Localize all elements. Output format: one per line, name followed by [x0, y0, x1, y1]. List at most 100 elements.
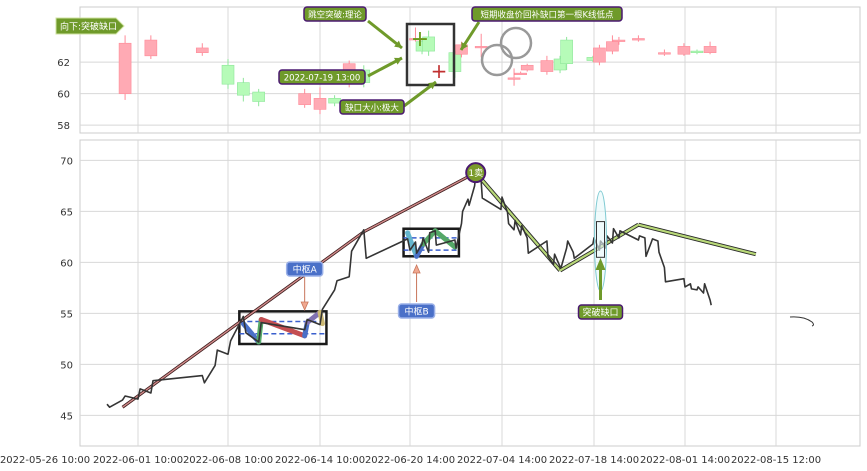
top-y-tick-label: 60 [57, 90, 70, 101]
candle-body [612, 39, 626, 42]
candle-body [118, 42, 132, 94]
candle-body [507, 77, 521, 80]
gap-time-label: 2022-07-19 13:00 [284, 74, 361, 84]
gap-marker-label: 突破缺口 [582, 307, 618, 319]
bottom-line-panel: 45 50 55 60 65 70 2022-05-26 10:00 2022-06-01 … [0, 139, 861, 466]
zhongshu-segment [405, 230, 420, 259]
candle-body [195, 47, 209, 53]
bottom-y-axis: 45 50 55 60 65 70 [60, 156, 73, 422]
peak-marker [465, 162, 487, 184]
gap-type-label: 跳空突破:理论 [308, 10, 362, 21]
stroke-segment [638, 223, 757, 256]
gap-target-label-box [471, 6, 623, 22]
candle-body [328, 98, 341, 104]
x-tick-label: 2022-08-01 14:00 [640, 455, 730, 466]
x-axis: 2022-05-26 10:00 2022-06-01 10:00 2022-06-… [0, 455, 821, 466]
arrow-gap-type-head [394, 40, 402, 48]
x-tick-label: 2022-06-08 10:00 [183, 455, 273, 466]
candle-body [540, 60, 554, 72]
bottom-plot-frame [79, 139, 861, 447]
candle-body [252, 91, 265, 102]
x-tick-label: 2022-08-15 12:00 [731, 455, 821, 466]
candle-body [632, 38, 645, 41]
gap-marker-label-box [577, 304, 624, 320]
gap-flag-label: 向下:突破缺口 [60, 21, 117, 33]
candle-body [560, 39, 573, 65]
candle-body [422, 36, 435, 52]
x-tick-label: 2022-07-04 14:00 [457, 455, 547, 466]
x-tick-label: 2022-07-18 14:00 [549, 455, 639, 466]
zhongshu-b-label: 中枢B [404, 306, 428, 318]
candle-body [553, 58, 567, 71]
zhongshu-box [402, 227, 461, 258]
gap-target-label: 短期收盘价回补缺口第一根K线低点 [480, 10, 614, 21]
gap-target-circle [480, 43, 514, 77]
candle-body [144, 39, 158, 57]
zhongshu-segment [258, 317, 308, 339]
zhongshu-a-label-box [285, 261, 324, 277]
top-y-tick-label: 62 [57, 58, 70, 69]
gap-size-label-box [339, 99, 405, 115]
x-tick-label: 2022-06-14 10:00 [275, 455, 365, 466]
candle-body [520, 64, 534, 71]
candle-body [606, 41, 619, 52]
gap-size-label: 缺口大小:极大 [345, 103, 399, 114]
price-line-layer [106, 173, 814, 408]
bottom-y-tick-label: 50 [60, 360, 73, 371]
zhongshu-segment [432, 228, 458, 250]
zhongshu-b-arrow-head [412, 264, 421, 274]
zhongshu-a-arrow-head [300, 301, 309, 311]
candle-body [298, 93, 311, 105]
price-tail [789, 316, 814, 327]
gap-flag-shape [55, 17, 125, 35]
gap-marker-arrow-head [595, 258, 606, 270]
bottom-y-tick-label: 45 [60, 411, 73, 422]
zhongshu-b-label-box [397, 303, 436, 319]
x-tick-label: 2022-05-26 10:00 [0, 455, 90, 466]
arrow-gap-size-head [428, 82, 436, 90]
candle-body [514, 72, 527, 75]
candle-body [593, 47, 606, 63]
stroke-segment [363, 172, 477, 233]
x-tick-label: 2022-06-01 10:00 [93, 455, 183, 466]
gap-plus-red: + [431, 59, 448, 83]
candle-body [703, 46, 717, 53]
zhongshu-a-label: 中枢A [293, 264, 318, 276]
candle-body [658, 52, 671, 55]
bottom-grid [80, 140, 860, 446]
close-price-line [106, 173, 712, 408]
candle-body [313, 98, 327, 110]
arrow-gap-time-head [394, 57, 402, 65]
candle-body [409, 38, 422, 41]
candle-body [237, 82, 250, 96]
gap-time-label-box [278, 69, 366, 85]
gap-annotations: ++ 向下:突破缺口 跳空突破:理论 2022-07-19 13:00 缺口大小:极大 短… [55, 6, 623, 115]
candles [118, 27, 717, 115]
peak-label: 1卖 [468, 168, 483, 179]
bottom-y-tick-label: 60 [60, 258, 73, 269]
zhongshu-box [238, 310, 328, 346]
candle-body [690, 50, 704, 53]
arrow-gap-type [367, 19, 403, 50]
gap-target-circle [499, 26, 533, 60]
gap-plus-green: + [411, 27, 429, 52]
bottom-y-tick-label: 65 [60, 207, 73, 218]
arrow-gap-target-head [461, 42, 469, 50]
candle-body [474, 46, 488, 49]
bottom-y-tick-label: 70 [60, 156, 73, 167]
candle-body [221, 64, 235, 85]
zhongshu-segment [240, 321, 262, 345]
top-plot-frame [79, 6, 861, 134]
bottom-y-tick-label: 55 [60, 309, 73, 320]
stroke-segment [474, 171, 561, 272]
top-y-tick-label: 58 [57, 121, 70, 132]
top-candlestick-panel: 58 60 62 ++ 向下:突破缺口 跳空突破:理论 2022-07-19 13:00 缺… [55, 6, 861, 134]
gap-type-label-box [303, 6, 367, 22]
candle-body [677, 46, 691, 55]
gap-marker-box [596, 221, 605, 258]
x-tick-label: 2022-06-20 14:00 [365, 455, 455, 466]
top-y-axis: 58 60 62 [57, 58, 70, 132]
stroke-layer [121, 171, 757, 409]
